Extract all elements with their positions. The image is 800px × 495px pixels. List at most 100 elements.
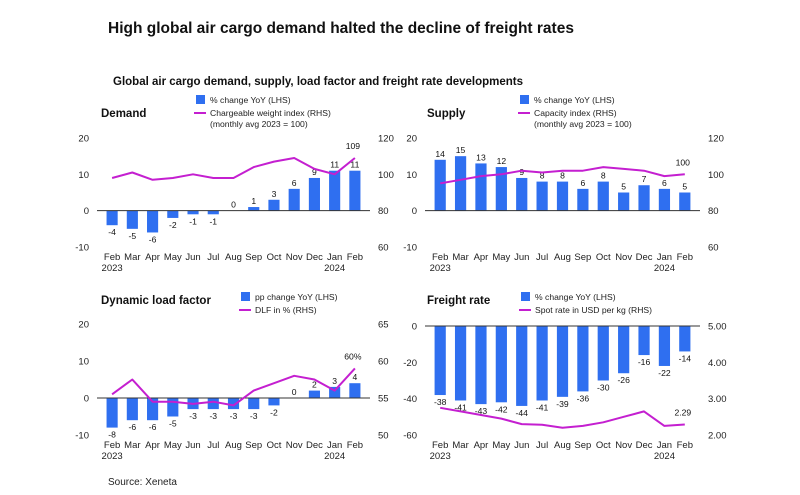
bar-value-label: -41 (454, 402, 467, 412)
bar-value-label: -1 (209, 216, 217, 226)
y-left-tick-label: 20 (406, 134, 417, 145)
bar-value-label: 11 (350, 160, 359, 170)
bar-value-label: -39 (556, 399, 569, 409)
x-year-label: 2024 (654, 263, 675, 274)
x-tick-label: Jun (514, 440, 529, 451)
series-line (111, 157, 356, 181)
bar (167, 398, 179, 417)
bar (475, 326, 487, 405)
y-right-tick-label: 55 (378, 394, 389, 405)
y-right-tick-label: 80 (708, 206, 719, 217)
y-right-tick-label: 60 (378, 357, 389, 368)
bar-value-label: 13 (476, 152, 486, 162)
x-tick-label: Dec (636, 440, 653, 451)
bar (618, 192, 630, 211)
bar-value-label: 5 (621, 182, 626, 192)
bar-value-label: -22 (658, 368, 671, 378)
bar-value-label: -14 (679, 353, 692, 363)
y-right-tick-label: 3.00 (708, 394, 727, 405)
x-tick-label: Jun (514, 252, 529, 263)
x-tick-label: Jan (657, 252, 672, 263)
y-right-tick-label: 100 (378, 170, 394, 181)
y-left-tick-label: 0 (84, 394, 89, 405)
line-end-label: 100 (676, 157, 691, 167)
bar (248, 207, 260, 211)
bar-value-label: -43 (475, 406, 488, 416)
bar-value-label: 0 (292, 387, 297, 397)
y-left-tick-label: 0 (412, 322, 417, 333)
y-left-tick-label: 0 (412, 206, 417, 217)
bar-value-label: 6 (662, 178, 667, 188)
page-title: High global air cargo demand halted the … (108, 20, 574, 37)
bar-value-label: 1 (251, 196, 256, 206)
bar (516, 177, 528, 211)
y-right-tick-label: 100 (708, 170, 724, 181)
bar (536, 181, 548, 211)
x-tick-label: Feb (432, 440, 448, 451)
x-tick-label: Apr (145, 440, 160, 451)
bar-value-label: -16 (638, 357, 651, 367)
bar (495, 167, 507, 211)
panel-title: Supply (427, 108, 466, 120)
x-tick-label: Feb (104, 252, 120, 263)
bar-value-label: 0 (231, 200, 236, 210)
y-right-tick-label: 60 (378, 243, 389, 254)
y-right-tick-label: 50 (378, 431, 389, 442)
chart-demand: Demand % change YoY (LHS) Chargeable weigh… (75, 95, 394, 274)
bar (679, 192, 691, 211)
bar (187, 210, 199, 215)
x-year-label: 2023 (430, 263, 451, 274)
bar-value-label: 8 (560, 171, 565, 181)
bar-value-label: 2 (312, 380, 317, 390)
series-line (440, 406, 685, 429)
y-right-tick-label: 120 (708, 134, 724, 145)
x-year-label: 2024 (324, 451, 345, 462)
bar-value-label: 9 (312, 167, 317, 177)
x-tick-label: Nov (615, 252, 632, 263)
x-tick-label: Jun (185, 252, 200, 263)
legend-bar-swatch (521, 292, 530, 301)
bar (679, 326, 691, 352)
bar (207, 398, 219, 410)
x-tick-label: May (164, 252, 182, 263)
bar-value-label: 8 (540, 171, 545, 181)
bar-value-label: 11 (330, 160, 339, 170)
bar (638, 326, 650, 356)
series-line (440, 166, 685, 185)
bar-value-label: -44 (516, 408, 529, 418)
bar-value-label: 3 (332, 376, 337, 386)
bar (349, 383, 361, 398)
bar (126, 398, 138, 421)
x-tick-label: Sep (245, 440, 262, 451)
x-tick-label: Sep (245, 252, 262, 263)
bar-value-label: 6 (292, 178, 297, 188)
x-tick-label: Aug (225, 252, 242, 263)
x-tick-label: Nov (286, 440, 303, 451)
bar-value-label: -38 (434, 397, 447, 407)
chart-freight-rate: Freight rate % change YoY (LHS) Spot rate … (403, 292, 727, 462)
x-tick-label: Apr (474, 252, 489, 263)
y-right-tick-label: 65 (378, 320, 389, 331)
bar-value-label: -5 (129, 231, 137, 241)
bar (434, 326, 446, 396)
chart-supply: Supply % change YoY (LHS) Capacity index (… (403, 95, 724, 274)
panel-title: Freight rate (427, 295, 490, 307)
y-right-tick-label: 120 (378, 134, 394, 145)
line-end-label: 2.29 (674, 407, 691, 417)
bar-value-label: -3 (230, 411, 238, 421)
bar (126, 210, 138, 229)
bar-value-label: 12 (497, 156, 507, 166)
x-tick-label: Apr (474, 440, 489, 451)
y-left-tick-label: 10 (406, 170, 417, 181)
x-tick-label: Jan (327, 252, 342, 263)
x-year-label: 2023 (102, 451, 123, 462)
x-tick-label: Feb (104, 440, 120, 451)
bar (516, 326, 528, 406)
x-year-label: 2023 (430, 451, 451, 462)
y-left-tick-label: -10 (75, 431, 89, 442)
x-tick-label: Aug (554, 440, 571, 451)
x-tick-label: Sep (574, 252, 591, 263)
x-year-label: 2024 (324, 263, 345, 274)
y-left-tick-label: 0 (84, 206, 89, 217)
